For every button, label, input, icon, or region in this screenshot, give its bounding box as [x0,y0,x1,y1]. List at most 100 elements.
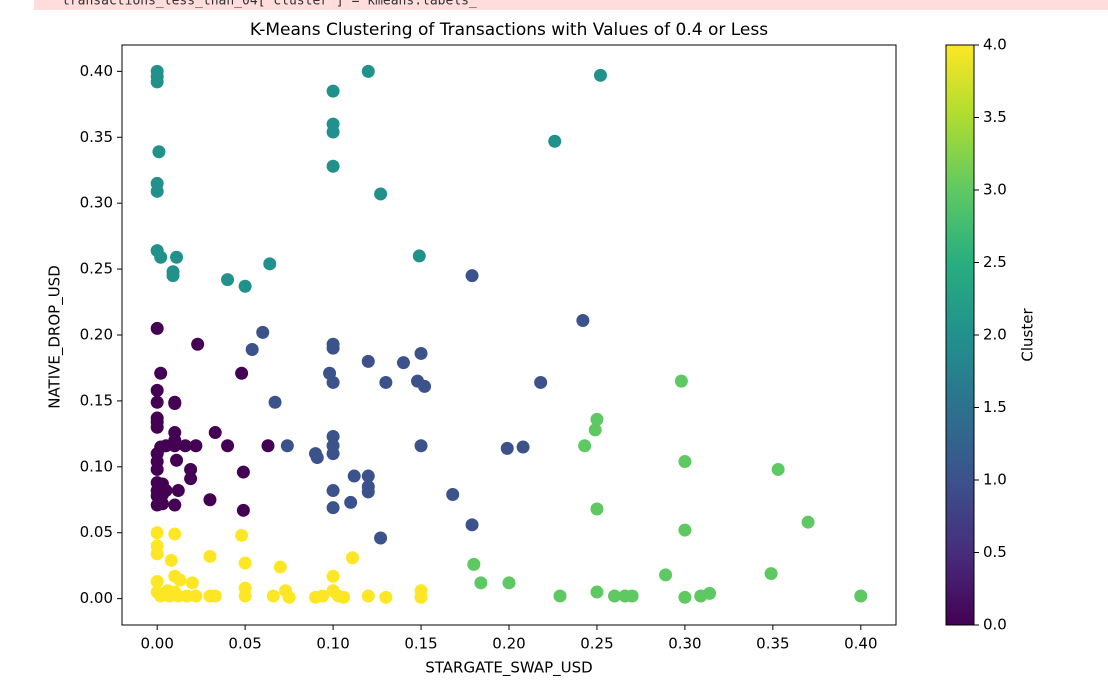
point [593,68,607,82]
point [173,573,187,587]
point [326,430,340,443]
point [150,526,164,540]
colorbar-tick-label: 2.5 [983,253,1007,271]
point [465,518,479,532]
point [235,528,249,542]
point [150,420,164,434]
point [238,279,252,293]
point [154,250,168,264]
point [347,469,361,483]
x-axis-label: STARGATE_SWAP_USD [425,659,592,678]
point [361,485,375,499]
point [326,447,340,461]
point [150,585,164,599]
point [189,589,203,603]
point [678,590,692,604]
colorbar-tick-label: 3.0 [983,181,1007,199]
point [326,125,340,139]
point [608,589,622,603]
colorbar-tick-label: 0.5 [983,543,1007,561]
colorbar-tick-label: 3.5 [983,108,1007,126]
point [516,440,530,454]
point [625,589,639,603]
point [235,366,249,380]
colorbar-tick-label: 1.0 [983,471,1007,489]
point [236,503,250,517]
point [326,159,340,173]
y-tick-label: 0.10 [80,457,113,475]
point [576,314,590,327]
colorbar-tick-label: 4.0 [983,36,1007,54]
point [548,134,562,148]
point [467,557,481,571]
point [361,469,375,483]
point [703,586,717,600]
point [150,184,164,198]
point [326,375,340,389]
point [150,383,164,397]
point [221,273,235,287]
code-line: transactions_less_than_04['cluster'] = k… [62,0,477,9]
point [326,584,340,598]
point [379,590,393,604]
point [361,354,375,368]
point [261,439,275,453]
code-cell-bar [34,0,1108,10]
point [280,439,294,453]
colorbar-tick-label: 1.5 [983,398,1007,416]
point [150,321,164,335]
point [396,356,410,370]
point [273,560,287,574]
x-tick-label: 0.30 [668,635,701,653]
point [326,501,340,515]
point [414,346,428,360]
y-tick-label: 0.30 [80,194,113,212]
point [374,531,388,545]
point [534,375,548,389]
plot-frame [121,44,897,626]
point [326,484,340,498]
point [659,568,673,582]
point [189,439,203,453]
point [418,379,432,393]
x-tick-label: 0.40 [844,635,877,653]
point [150,547,164,561]
point [771,462,785,476]
point [553,589,567,603]
point [578,439,592,453]
point [168,527,182,541]
point [168,439,182,453]
y-tick-label: 0.25 [80,260,113,278]
y-axis-label: NATIVE_DROP_USD [46,265,65,409]
point [208,426,222,440]
point [238,589,252,603]
point [221,439,235,453]
point [374,187,388,201]
colorbar [945,44,975,626]
point [178,439,192,453]
point [590,502,604,516]
point [184,472,198,486]
point [168,498,182,512]
point [152,145,166,159]
point [474,576,488,590]
point [164,553,178,567]
point [170,250,184,264]
point [154,366,168,380]
point [245,343,259,356]
x-tick-label: 0.00 [140,635,173,653]
x-tick-label: 0.20 [492,635,525,653]
point [361,64,375,78]
point [361,589,375,603]
y-tick-label: 0.05 [80,523,113,541]
x-tick-label: 0.05 [228,635,261,653]
colorbar-tick-label: 0.0 [983,616,1007,634]
point [150,395,164,409]
point [263,257,277,271]
y-tick-label: 0.40 [80,62,113,80]
point [316,589,330,603]
x-tick-label: 0.35 [756,635,789,653]
point [171,484,185,498]
